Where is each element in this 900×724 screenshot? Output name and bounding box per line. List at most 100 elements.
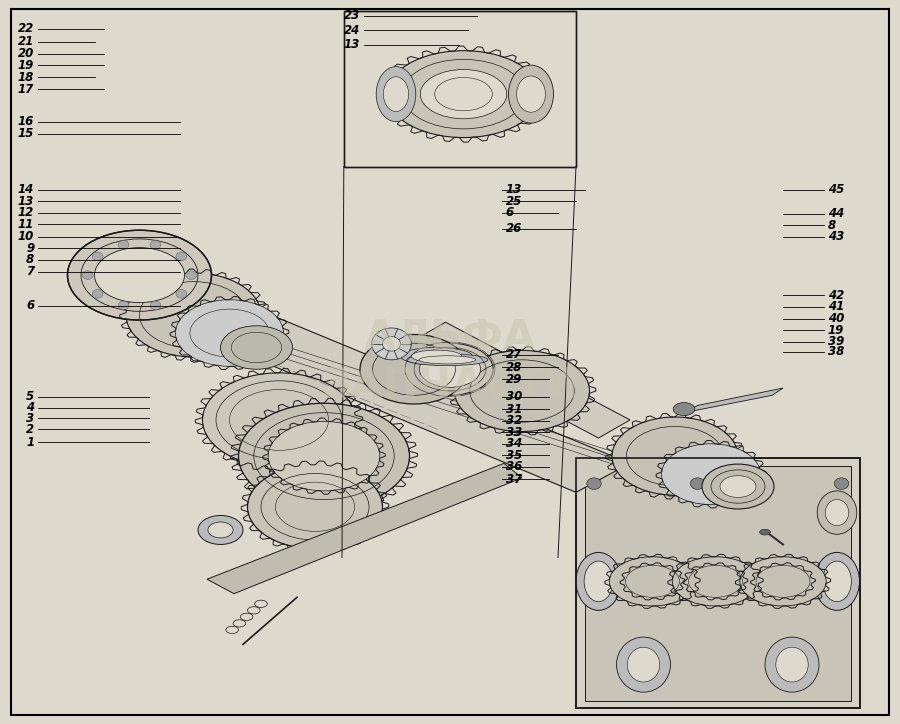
Ellipse shape [176,300,284,366]
Ellipse shape [208,522,233,538]
Text: 26: 26 [506,222,522,235]
Text: 2: 2 [26,423,34,436]
Ellipse shape [454,350,590,432]
Ellipse shape [176,252,187,261]
Ellipse shape [400,348,472,365]
Ellipse shape [94,248,184,303]
Text: 35: 35 [506,449,522,462]
Text: 20: 20 [18,47,34,60]
Text: 36: 36 [506,460,522,473]
Ellipse shape [268,421,380,491]
Text: 25: 25 [506,195,522,208]
Text: 31: 31 [506,403,522,416]
Ellipse shape [627,647,660,682]
Ellipse shape [411,350,462,362]
Ellipse shape [517,76,545,112]
Ellipse shape [609,557,696,606]
Text: 17: 17 [18,83,34,96]
Text: 44: 44 [828,207,844,220]
Text: 4: 4 [26,401,34,414]
Text: 11: 11 [18,218,34,231]
Text: 15: 15 [18,127,34,140]
Text: 27: 27 [506,348,522,361]
Text: 14: 14 [18,183,34,196]
Bar [576,458,860,708]
Ellipse shape [118,240,129,249]
Text: 7: 7 [26,265,34,278]
Polygon shape [684,388,783,413]
Ellipse shape [68,230,211,320]
Ellipse shape [814,552,860,610]
Ellipse shape [92,252,103,261]
Text: 8: 8 [26,253,34,266]
Text: 41: 41 [828,300,844,313]
Ellipse shape [376,67,416,122]
Ellipse shape [220,326,292,369]
Text: 42: 42 [828,289,844,302]
Text: 1: 1 [26,436,34,449]
Text: 3: 3 [26,412,34,425]
Bar [344,11,576,167]
Ellipse shape [126,273,261,357]
Ellipse shape [407,343,493,395]
Ellipse shape [202,373,356,467]
Bar [585,466,850,701]
Ellipse shape [83,271,94,279]
Ellipse shape [576,552,621,610]
Text: 33: 33 [506,426,522,439]
Text: 34: 34 [506,437,522,450]
Bar [576,458,860,708]
Ellipse shape [176,290,187,298]
Text: 12: 12 [18,206,34,219]
Text: 5: 5 [26,390,34,403]
Text: 23: 23 [344,9,360,22]
Ellipse shape [418,355,476,364]
Ellipse shape [616,637,670,692]
Text: 22: 22 [18,22,34,35]
Ellipse shape [690,478,705,489]
Text: 39: 39 [828,335,844,348]
Polygon shape [414,322,630,438]
Ellipse shape [238,403,410,509]
Ellipse shape [508,65,554,123]
Ellipse shape [372,328,411,360]
Ellipse shape [760,529,770,535]
Ellipse shape [150,240,161,249]
Text: 43: 43 [828,230,844,243]
Text: 28: 28 [506,361,522,374]
Text: 19: 19 [18,59,34,72]
Ellipse shape [248,465,382,549]
Ellipse shape [720,476,756,497]
Text: 6: 6 [26,299,34,312]
Ellipse shape [419,351,481,387]
Text: 13: 13 [506,183,522,196]
Ellipse shape [407,354,488,366]
Polygon shape [207,463,522,594]
Ellipse shape [765,637,819,692]
Text: 9: 9 [26,242,34,255]
Ellipse shape [662,444,760,505]
Text: 10: 10 [18,230,34,243]
Ellipse shape [420,70,507,119]
Ellipse shape [823,561,851,602]
Ellipse shape [150,301,161,310]
Ellipse shape [673,403,695,416]
Ellipse shape [185,271,196,279]
Ellipse shape [387,51,540,138]
Ellipse shape [612,417,738,495]
Polygon shape [90,261,630,492]
Ellipse shape [672,557,759,606]
Text: 19: 19 [828,324,844,337]
Text: 29: 29 [506,373,522,386]
Text: 37: 37 [506,473,522,486]
Ellipse shape [92,290,103,298]
Text: 8: 8 [828,219,836,232]
Ellipse shape [740,557,826,606]
Text: 45: 45 [828,183,844,196]
Ellipse shape [587,478,601,489]
Ellipse shape [360,334,468,404]
Text: 30: 30 [506,390,522,403]
Text: 16: 16 [18,115,34,128]
Text: 40: 40 [828,312,844,325]
Text: 32: 32 [506,414,522,427]
